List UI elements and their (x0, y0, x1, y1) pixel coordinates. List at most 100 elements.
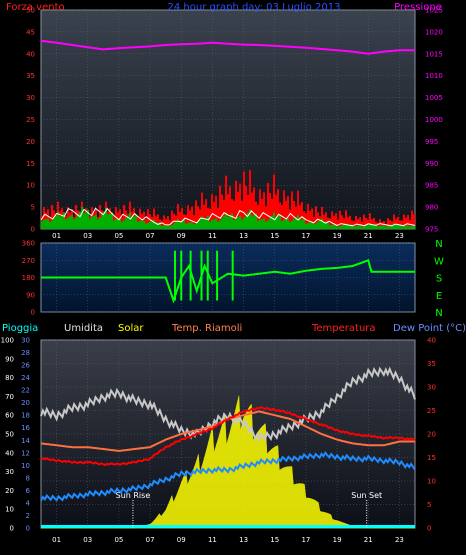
wind-avg-bar (161, 225, 163, 229)
wind-tick-label: 10 (26, 182, 35, 190)
hour-label-climate: 21 (364, 536, 373, 544)
wind-gust-bar (267, 182, 269, 229)
pressure-tick-label: 1015 (425, 50, 443, 58)
wind-tick-label: 5 (31, 204, 35, 212)
wind-gust-bar (115, 207, 117, 229)
dewpoint-tick-label: 26 (21, 362, 30, 370)
wind-avg-bar (347, 225, 349, 229)
wind-avg-bar (81, 207, 83, 229)
wind-gust-bar (269, 192, 271, 229)
wind-gust-bar (405, 217, 407, 229)
wind-avg-bar (143, 220, 145, 229)
rain-humidity-tick-label: 30 (5, 468, 14, 476)
wind-gust-bar (307, 203, 309, 229)
wind-gust-bar (167, 215, 169, 229)
dew-point-line (40, 451, 416, 502)
wind-gust-bar (283, 190, 285, 229)
wind-avg-bar (313, 224, 315, 229)
wind-avg-bar (135, 215, 137, 229)
wind-gust-bar (245, 186, 247, 229)
wind-avg-bar (113, 220, 115, 229)
wind-gust-bar (387, 218, 389, 229)
wind-gust-bar (233, 200, 235, 229)
rain-humidity-tick-label: 0 (10, 525, 14, 533)
wind-gust-bar (211, 194, 213, 229)
wind-gust-bar (263, 192, 265, 229)
wind-gust-bar (329, 218, 331, 229)
wind-gust-bar (275, 194, 277, 229)
wind-avg-bar (291, 220, 293, 229)
wind-avg-bar (413, 225, 415, 229)
wind-avg-bar (411, 226, 413, 229)
wind-avg-bar (233, 220, 235, 229)
wind-gust-bar (239, 183, 241, 229)
wind-gust-bar (203, 204, 205, 229)
wind-avg-bar (243, 217, 245, 229)
wind-avg-bar (111, 212, 113, 229)
wind-avg-bar (149, 221, 151, 229)
wind-avg-bar (99, 217, 101, 229)
wind-gust-bar (305, 213, 307, 229)
wind-avg-bar (249, 209, 251, 229)
wind-avg-bar (377, 226, 379, 229)
dewpoint-tick-label: 22 (21, 387, 30, 395)
wind-avg-bar (379, 225, 381, 229)
dewpoint-tick-label: 30 (21, 337, 30, 345)
wind-avg-bar (133, 216, 135, 229)
direction-tick-label: 180 (22, 274, 35, 282)
wind-avg-bar (223, 215, 225, 229)
temperature-tick-label: 40 (427, 337, 436, 345)
wind-avg-bar (397, 224, 399, 229)
wind-avg-bar (273, 212, 275, 229)
wind-avg-bar (117, 218, 119, 229)
wind-avg-bar (217, 221, 219, 229)
direction-compass-label: N (435, 308, 442, 319)
wind-avg-bar (325, 221, 327, 229)
wind-avg-bar (331, 224, 333, 229)
wind-avg-bar (181, 220, 183, 229)
wind-avg-bar (63, 212, 65, 229)
wind-avg-bar (213, 219, 215, 229)
wind-gust-bar (317, 212, 319, 229)
wind-avg-bar (253, 215, 255, 229)
wind-avg-bar (93, 215, 95, 229)
wind-avg-bar (155, 222, 157, 229)
hour-label-climate: 23 (395, 536, 404, 544)
wind-gust-bar (43, 207, 45, 229)
wind-avg-bar (47, 218, 49, 229)
wind-avg-bar (163, 225, 165, 229)
wind-avg-bar (125, 217, 127, 229)
direction-tick-label: 360 (22, 240, 35, 248)
pressure-axis-title: Pressione (394, 2, 442, 13)
wind-avg-bar (67, 217, 69, 229)
wind-gust-bar (209, 208, 211, 229)
legend-humidity: Umidita (64, 323, 103, 334)
wind-gust-bar (165, 219, 167, 229)
wind-avg-bar (171, 224, 173, 229)
hour-label-wind: 23 (395, 232, 404, 240)
wind-tick-label: 15 (26, 160, 35, 168)
hour-label-wind: 09 (177, 232, 186, 240)
wind-avg-bar (201, 216, 203, 229)
dewpoint-tick-label: 16 (21, 424, 30, 432)
temperature-tick-label: 0 (427, 525, 431, 533)
wind-avg-bar (323, 221, 325, 229)
wind-avg-bar (389, 225, 391, 229)
wind-avg-bar (235, 218, 237, 229)
wind-avg-bar (371, 225, 373, 229)
wind-gust-bar (393, 214, 395, 229)
hour-label-wind: 03 (83, 232, 92, 240)
legend-apparent-temp: Temp. Riamoli (171, 323, 242, 334)
wind-gust-bar (243, 171, 245, 229)
wind-gust-bar (227, 193, 229, 229)
direction-tick-label: 90 (26, 291, 35, 299)
wind-gust-bar (359, 217, 361, 229)
wind-avg-bar (121, 221, 123, 229)
wind-gust-bar (403, 214, 405, 229)
wind-avg-bar (215, 218, 217, 229)
wind-avg-bar (307, 222, 309, 229)
chart-title: 24 hour graph day: 03 Luglio 2013 (168, 2, 341, 13)
wind-gust-bar (377, 222, 379, 229)
wind-avg-bar (337, 226, 339, 229)
temperature-tick-label: 15 (427, 454, 436, 462)
